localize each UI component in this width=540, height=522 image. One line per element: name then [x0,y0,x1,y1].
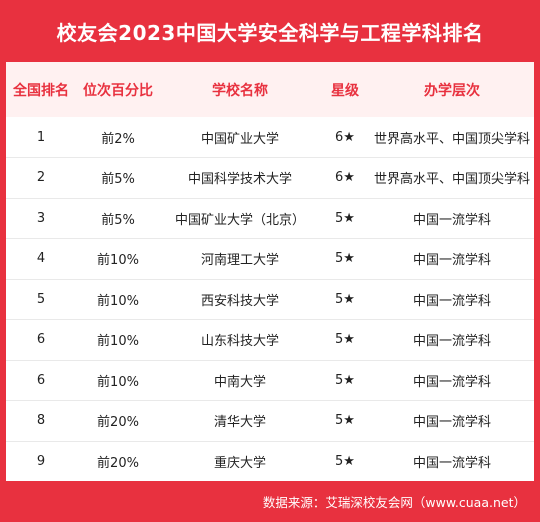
level-cell: 中国一流学科 [370,238,534,279]
level-cell: 中国一流学科 [370,197,534,239]
percentile-cell: 前5% [76,157,160,198]
stars-cell: 5★ [320,440,370,482]
rank-cell: 6 [6,319,76,360]
percentile-cell: 前2% [101,131,135,147]
school-cell: 清华大学 [160,400,320,441]
level-cell: 中国一流学科 [370,359,534,401]
stars-cell: 6★ [320,157,370,198]
percentile-cell: 前20% [76,400,160,441]
level-cell: 中国一流学科 [370,278,534,320]
stars-cell: 5★ [320,359,370,401]
rank-cell: 8 [6,400,76,441]
header-stars: 星级 [331,82,359,99]
level-cell: 中国一流学科 [370,400,534,441]
stars-cell: 5★ [320,238,370,279]
table-row: 5 前10% 西安科技大学 5★ 中国一流学科 [6,278,534,320]
rank-cell: 9 [6,440,76,482]
school-cell: 中南大学 [160,359,320,401]
stars-cell: 5★ [320,278,370,320]
school-cell: 中国科学技术大学 [160,157,320,198]
stars-cell: 5★ [320,319,370,360]
table-row: 8 前20% 清华大学 5★ 中国一流学科 [6,400,534,441]
rank-cell: 1 [36,129,46,145]
header-school: 学校名称 [212,82,268,99]
table-row: 3 前5% 中国矿业大学（北京） 5★ 中国一流学科 [6,197,534,239]
ranking-table: 全国排名 位次百分比 学校名称 星级 办学层次 1 前2% 中国矿业大学 6★ … [6,62,534,482]
school-cell: 中国矿业大学（北京） [160,197,320,239]
percentile-cell: 前10% [76,359,160,401]
level-cell: 中国一流学科 [370,440,534,482]
stars-cell: 6★ [335,129,355,145]
level-cell: 世界高水平、中国顶尖学科 [374,131,531,147]
school-cell: 河南理工大学 [160,238,320,279]
stars-cell: 5★ [320,400,370,441]
table-row: 6 前10% 山东科技大学 5★ 中国一流学科 [6,319,534,360]
page-title: 校友会2023中国大学安全科学与工程学科排名 [56,20,484,45]
ranking-table-card: 全国排名 位次百分比 学校名称 星级 办学层次 1 前2% 中国矿业大学 6★ … [6,62,534,482]
rank-cell: 5 [6,278,76,320]
school-cell: 中国矿业大学 [200,131,279,147]
school-cell: 山东科技大学 [160,319,320,360]
table-row: 2 前5% 中国科学技术大学 6★ 世界高水平、中国顶尖学科 [6,157,534,198]
level-cell: 世界高水平、中国顶尖学科 [370,157,534,198]
school-cell: 重庆大学 [160,440,320,482]
stars-cell: 5★ [320,197,370,239]
header-level: 办学层次 [424,82,480,99]
rank-cell: 4 [6,238,76,279]
percentile-cell: 前10% [76,319,160,360]
table-row: 4 前10% 河南理工大学 5★ 中国一流学科 [6,238,534,279]
header-rank: 全国排名 [13,82,69,99]
data-source-note: 数据来源：艾瑞深校友会网（www.cuaa.net） [262,495,526,510]
header-percentile: 位次百分比 [83,82,153,99]
percentile-cell: 前10% [76,238,160,279]
table-header-row: 全国排名 位次百分比 学校名称 星级 办学层次 [6,62,534,117]
school-cell: 西安科技大学 [160,278,320,320]
percentile-cell: 前10% [76,278,160,320]
table-row: 9 前20% 重庆大学 5★ 中国一流学科 [6,440,534,482]
percentile-cell: 前5% [76,197,160,239]
rank-cell: 3 [6,197,76,239]
table-row: 6 前10% 中南大学 5★ 中国一流学科 [6,359,534,401]
rank-cell: 2 [6,157,76,198]
rank-cell: 6 [6,359,76,401]
percentile-cell: 前20% [76,440,160,482]
table-row: 1 前2% 中国矿业大学 6★ 世界高水平、中国顶尖学科 [6,117,534,158]
level-cell: 中国一流学科 [370,319,534,360]
